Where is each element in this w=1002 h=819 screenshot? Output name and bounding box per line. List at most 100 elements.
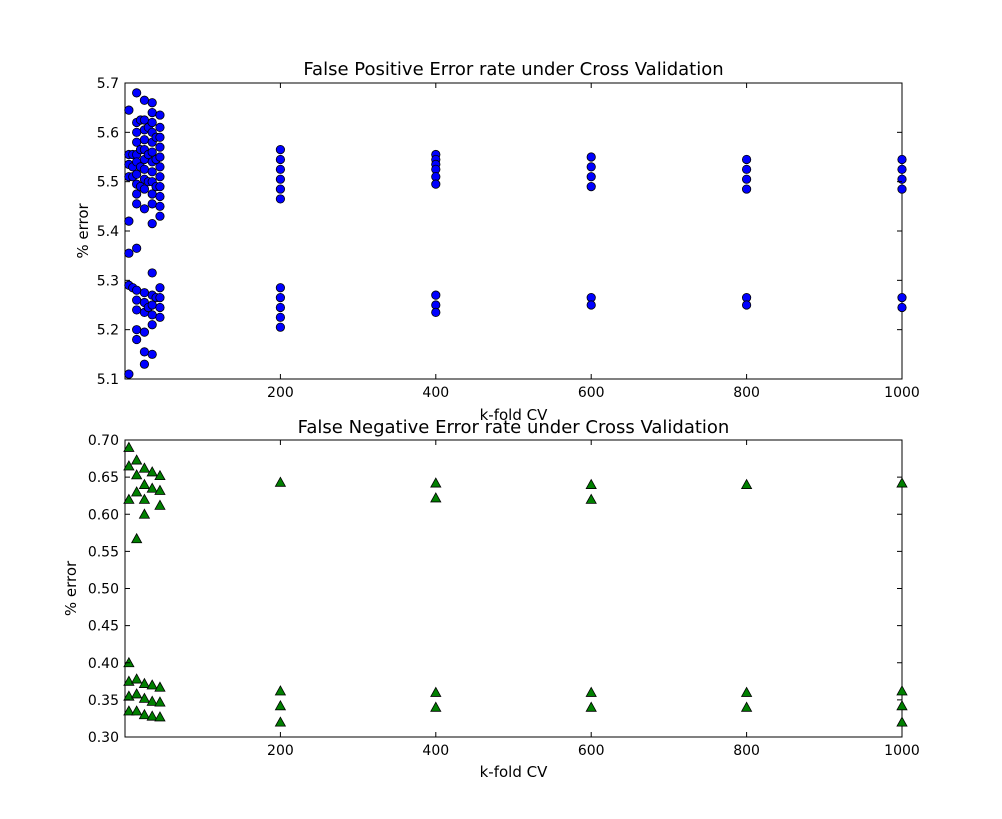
x-axis-label: k-fold CV bbox=[480, 763, 548, 781]
data-point bbox=[155, 302, 165, 313]
data-point bbox=[147, 117, 157, 128]
data-point bbox=[147, 199, 157, 209]
data-point bbox=[147, 310, 157, 320]
y-tick-label: 0.50 bbox=[88, 582, 119, 598]
data-point bbox=[430, 492, 442, 503]
x-tick-label: 1000 bbox=[884, 385, 920, 401]
data-point bbox=[275, 292, 285, 303]
data-point bbox=[132, 189, 142, 199]
data-point bbox=[123, 441, 135, 452]
data-point bbox=[132, 127, 142, 137]
data-point bbox=[586, 182, 596, 192]
y-tick-label: 0.65 bbox=[88, 470, 119, 486]
data-point bbox=[274, 476, 287, 487]
data-point bbox=[146, 466, 158, 477]
data-point bbox=[897, 154, 907, 165]
data-point bbox=[896, 685, 908, 696]
y-tick-label: 5.5 bbox=[97, 175, 119, 191]
y-tick-label: 0.35 bbox=[88, 693, 119, 709]
data-points bbox=[123, 441, 908, 727]
x-tick-label: 600 bbox=[578, 743, 605, 759]
data-point bbox=[896, 477, 908, 488]
data-point bbox=[138, 462, 151, 473]
data-point bbox=[130, 469, 143, 480]
data-point bbox=[275, 283, 285, 293]
data-point bbox=[897, 302, 907, 313]
data-point bbox=[741, 184, 752, 194]
data-point bbox=[586, 172, 596, 182]
y-tick-label: 5.7 bbox=[97, 76, 119, 92]
data-point bbox=[275, 164, 285, 174]
x-tick-label: 200 bbox=[267, 743, 294, 759]
data-point bbox=[139, 327, 150, 337]
data-point bbox=[275, 302, 285, 313]
data-point bbox=[147, 167, 157, 177]
data-point bbox=[155, 162, 165, 172]
y-tick-label: 5.4 bbox=[97, 224, 119, 240]
data-point bbox=[124, 216, 134, 226]
data-point bbox=[147, 98, 157, 108]
data-point bbox=[138, 692, 151, 703]
y-tick-label: 0.30 bbox=[88, 730, 119, 746]
y-tick-label: 0.40 bbox=[88, 656, 119, 672]
data-point bbox=[586, 152, 596, 162]
data-point bbox=[897, 292, 907, 303]
data-point bbox=[586, 300, 596, 310]
data-point bbox=[275, 184, 285, 194]
data-point bbox=[585, 493, 597, 504]
y-tick-label: 0.70 bbox=[88, 433, 119, 449]
data-point bbox=[123, 705, 135, 716]
x-tick-label: 800 bbox=[733, 743, 760, 759]
data-point bbox=[132, 295, 142, 305]
data-point bbox=[275, 312, 285, 322]
data-point bbox=[275, 322, 285, 332]
data-point bbox=[146, 679, 158, 690]
y-tick-label: 5.2 bbox=[97, 323, 119, 339]
data-point bbox=[154, 681, 166, 692]
plot-area bbox=[124, 439, 903, 738]
data-point bbox=[147, 320, 157, 330]
data-point bbox=[155, 152, 165, 162]
data-points bbox=[124, 88, 907, 379]
data-point bbox=[431, 290, 441, 300]
y-tick-label: 5.1 bbox=[97, 372, 119, 388]
data-point bbox=[154, 499, 166, 510]
chart-false-positive: 200 400 600 800 1000 5.1 5.2 5.3 5.4 5.5 5.6 5.7 Fal… bbox=[74, 59, 920, 424]
data-point bbox=[138, 708, 151, 720]
x-tick-label: 400 bbox=[422, 385, 449, 401]
data-point bbox=[130, 688, 143, 699]
data-point bbox=[139, 204, 150, 214]
data-point bbox=[896, 716, 908, 727]
data-point bbox=[139, 288, 150, 298]
data-point bbox=[138, 493, 151, 504]
data-point bbox=[740, 686, 753, 697]
y-tick-label: 0.45 bbox=[88, 619, 119, 635]
y-tick-label: 0.55 bbox=[88, 544, 119, 560]
data-point bbox=[154, 484, 166, 495]
data-point bbox=[585, 686, 597, 697]
data-point bbox=[130, 486, 143, 497]
data-point bbox=[585, 478, 597, 489]
data-point bbox=[139, 359, 150, 369]
data-point bbox=[138, 478, 151, 489]
data-point bbox=[130, 532, 143, 544]
data-point bbox=[274, 716, 287, 727]
data-point bbox=[147, 147, 157, 157]
data-point bbox=[155, 211, 165, 221]
data-point bbox=[154, 469, 166, 481]
data-point bbox=[275, 145, 285, 155]
data-point bbox=[154, 711, 166, 722]
x-tick-label: 400 bbox=[422, 743, 449, 759]
data-point bbox=[132, 285, 142, 295]
data-point bbox=[741, 300, 752, 310]
data-point bbox=[155, 292, 165, 303]
data-point bbox=[274, 699, 287, 711]
data-point bbox=[155, 191, 165, 202]
data-point bbox=[155, 283, 165, 293]
chart-title: False Positive Error rate under Cross Va… bbox=[303, 59, 723, 80]
data-point bbox=[123, 493, 135, 504]
data-point bbox=[138, 508, 151, 519]
data-point bbox=[139, 95, 150, 105]
data-point bbox=[431, 307, 441, 317]
